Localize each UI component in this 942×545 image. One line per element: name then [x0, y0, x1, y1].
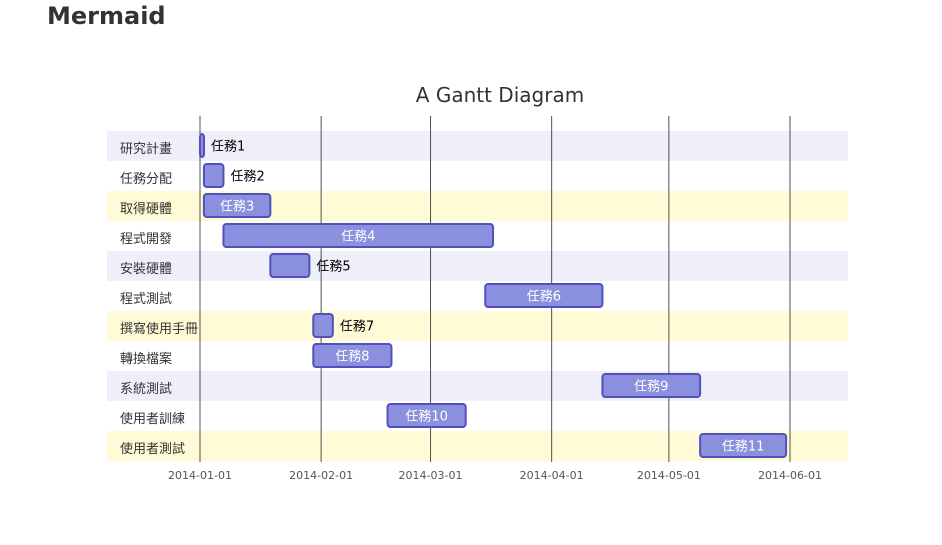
row-label: 任務分配: [120, 172, 172, 187]
chart-title: A Gantt Diagram: [416, 83, 584, 107]
x-tick-label: 2014-03-01: [399, 469, 463, 482]
task-bar: [202, 193, 272, 218]
section-band: [107, 311, 848, 341]
task-bar: [312, 313, 334, 338]
task-label: 任務8: [335, 350, 369, 365]
row-label: 撰寫使用手冊: [120, 321, 198, 337]
page-header: Mermaid: [47, 2, 166, 30]
section-band: [107, 341, 848, 371]
x-tick-label: 2014-01-01: [168, 469, 232, 482]
row-label: 程式測試: [120, 291, 172, 307]
row-label: 使用者測試: [120, 441, 185, 457]
task-bar: [199, 133, 205, 158]
task-bar: [484, 283, 604, 308]
task-label: 任務3: [220, 200, 254, 215]
task-bars: 任務1 任務2 任務3 任務4 任務5 任務6 任務7 任務8 任務9 任務10 任務11: [199, 133, 788, 458]
task-bar: [202, 163, 225, 188]
section-band: [107, 131, 848, 161]
task-bar: [269, 253, 311, 278]
section-band: [107, 161, 848, 191]
task-bar: [386, 403, 467, 428]
task-label: 任務11: [722, 440, 765, 455]
x-tick-label: 2014-05-01: [637, 469, 701, 482]
task-bar: [222, 223, 495, 248]
x-tick-label: 2014-06-01: [758, 469, 822, 482]
row-labels: 研究計畫任務分配取得硬體程式開發安裝硬體程式測試撰寫使用手冊轉換檔案系統測試使用…: [120, 141, 198, 457]
task-bar: [312, 343, 393, 368]
section-band: [107, 251, 848, 281]
task-label: 任務9: [634, 380, 668, 395]
row-label: 系統測試: [120, 381, 172, 397]
row-label: 研究計畫: [120, 141, 172, 157]
row-label: 轉換檔案: [120, 352, 172, 367]
x-axis-ticks: 2014-01-01 2014-02-01 2014-03-01 2014-04-01…: [168, 469, 822, 482]
row-label: 安裝硬體: [120, 262, 172, 277]
row-label: 程式開發: [120, 232, 172, 247]
x-tick-label: 2014-04-01: [520, 469, 584, 482]
task-bar: [699, 433, 788, 458]
section-band: [107, 371, 848, 401]
x-tick-label: 2014-02-01: [289, 469, 353, 482]
section-band: [107, 401, 848, 431]
row-label: 使用者訓練: [120, 411, 185, 427]
row-label: 取得硬體: [120, 201, 172, 217]
section-band: [107, 281, 848, 311]
task-label: 任務7: [340, 320, 374, 335]
task-label: 任務4: [341, 230, 375, 245]
task-label: 任務1: [211, 140, 245, 155]
task-bar: [601, 373, 702, 398]
task-label: 任務5: [316, 260, 350, 275]
task-label: 任務6: [527, 290, 561, 305]
task-label: 任務2: [230, 170, 264, 185]
task-label: 任務10: [405, 410, 448, 425]
